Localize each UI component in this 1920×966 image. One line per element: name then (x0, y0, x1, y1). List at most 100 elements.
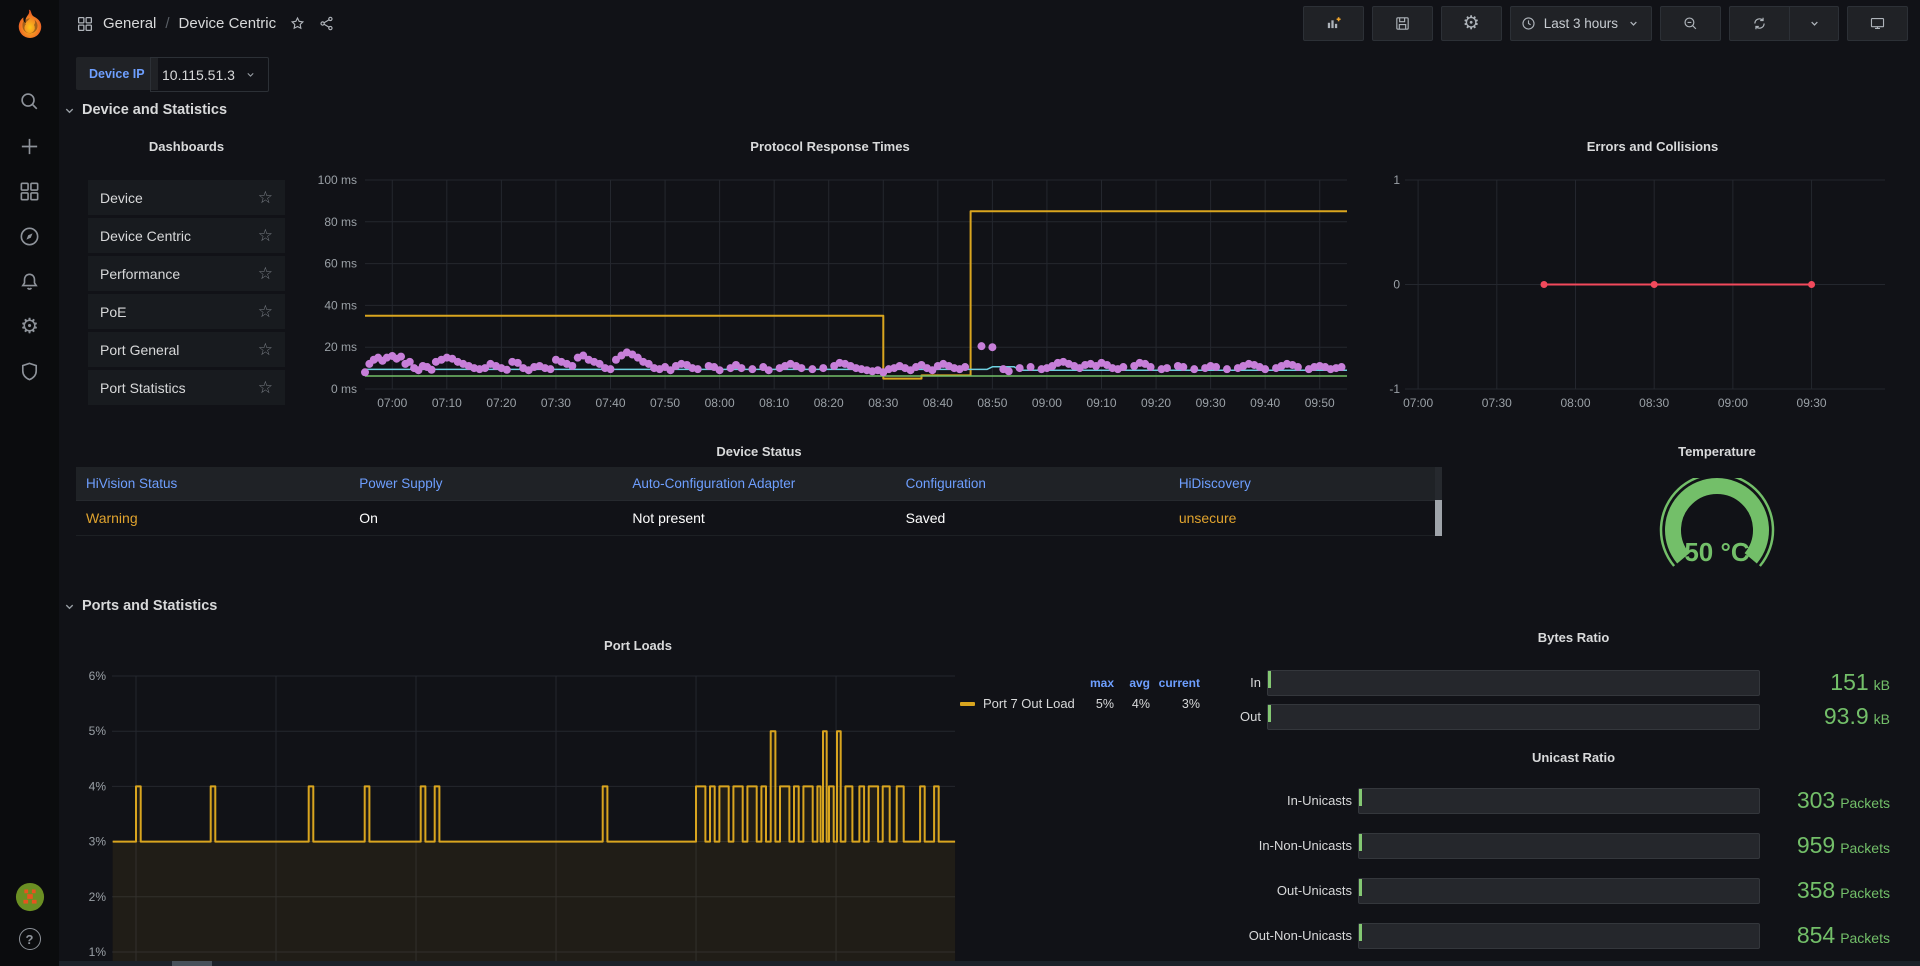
svg-text:09:00: 09:00 (1718, 396, 1748, 410)
time-range-picker[interactable]: Last 3 hours (1509, 6, 1652, 41)
share-icon[interactable] (318, 15, 335, 32)
panel-title-protocol-response-times[interactable]: Protocol Response Times (750, 139, 910, 154)
dashboard-link-poe[interactable]: PoE ☆ (88, 294, 285, 329)
bar-label: Out-Non-Unicasts (1248, 928, 1352, 943)
svg-text:100 ms: 100 ms (318, 173, 357, 187)
search-icon[interactable] (18, 90, 41, 113)
create-plus-icon[interactable] (18, 135, 41, 158)
bar-value: 303 Packets (1796, 787, 1890, 813)
svg-text:08:00: 08:00 (1560, 396, 1590, 410)
panel-title-unicast-ratio[interactable]: Unicast Ratio (1531, 750, 1616, 765)
svg-text:07:50: 07:50 (650, 396, 680, 410)
column-header-hivision-status[interactable]: HiVision Status (86, 476, 178, 491)
dashboard-settings-button[interactable]: ⚙ (1440, 6, 1502, 41)
svg-text:1: 1 (1393, 173, 1400, 187)
refresh-button[interactable] (1729, 6, 1789, 41)
dashboard-link-device[interactable]: Device ☆ (88, 180, 285, 215)
breadcrumb-separator: / (165, 15, 170, 32)
svg-text:20 ms: 20 ms (324, 340, 357, 354)
port-loads-chart[interactable]: 6% 5% 4% 3% 2% 1% (76, 656, 1200, 966)
star-icon[interactable]: ☆ (257, 301, 273, 321)
star-icon[interactable]: ☆ (257, 263, 273, 283)
bar-value: 358 Packets (1796, 877, 1890, 903)
chevron-down-icon (1810, 21, 1818, 26)
save-dashboard-button[interactable] (1371, 6, 1433, 41)
star-icon[interactable] (289, 15, 306, 32)
errors-and-collisions-chart[interactable]: 07:00 07:30 08:00 08:30 09:00 09:30 1 0 -1 (1388, 158, 1910, 425)
breadcrumb-folder[interactable]: General (103, 15, 157, 32)
svg-text:2%: 2% (89, 890, 107, 904)
bar-label: Out-Unicasts (1276, 883, 1352, 898)
bar-gauge-track (1267, 669, 1760, 696)
dashboard-link-performance[interactable]: Performance ☆ (88, 256, 285, 291)
protocol-response-times-chart[interactable]: 07:00 07:10 07:20 07:30 07:40 07:50 08:00 08:10… (300, 158, 1360, 425)
zoom-out-time-button[interactable] (1660, 6, 1721, 41)
bar-label: Out (1240, 709, 1261, 724)
variable-device-ip-label[interactable]: Device IP (76, 57, 158, 90)
chevron-down-icon (1630, 21, 1637, 26)
dashboard-link-label: Device (100, 189, 143, 206)
section-ports-and-statistics[interactable]: Ports and Statistics (64, 598, 217, 614)
explore-compass-icon[interactable] (18, 225, 41, 248)
cell-power-supply: On (359, 510, 378, 526)
breadcrumb: General / Device Centric (76, 15, 335, 33)
sidebar: ⚙ ? (0, 0, 59, 966)
panel-title-errors-and-collisions[interactable]: Errors and Collisions (1586, 139, 1719, 154)
legend-stat-current[interactable]: current (1158, 676, 1200, 690)
panel-title-bytes-ratio[interactable]: Bytes Ratio (1537, 630, 1610, 645)
column-header-configuration[interactable]: Configuration (905, 476, 986, 491)
legend-stat-avg[interactable]: avg (1129, 676, 1150, 690)
cell-auto-configuration-adapter: Not present (632, 510, 705, 526)
kiosk-mode-button[interactable] (1847, 6, 1908, 41)
configuration-gear-icon[interactable]: ⚙ (20, 315, 39, 338)
help-icon[interactable]: ? (18, 928, 41, 950)
bar-label: In-Unicasts (1286, 793, 1352, 808)
bar-gauge-track (1358, 832, 1760, 859)
column-header-hidiscovery[interactable]: HiDiscovery (1178, 476, 1251, 491)
svg-text:07:40: 07:40 (595, 396, 625, 410)
refresh-interval-dropdown[interactable] (1789, 6, 1839, 41)
chevron-down-icon (65, 108, 74, 113)
star-icon[interactable]: ☆ (257, 339, 273, 359)
column-header-power-supply[interactable]: Power Supply (359, 476, 443, 491)
bytes-in-row: In 151 kB (1237, 669, 1890, 696)
dashboards-grid-icon[interactable] (18, 180, 41, 203)
add-panel-button[interactable] (1302, 6, 1364, 41)
bar-value: 854 Packets (1796, 922, 1890, 948)
table-scrollbar-thumb[interactable] (1435, 500, 1442, 536)
alerting-bell-icon[interactable] (18, 270, 41, 293)
dashboard-link-device-centric[interactable]: Device Centric ☆ (88, 218, 285, 253)
device-status-table-row: Warning On Not present Saved unsecure (76, 501, 1442, 536)
variable-device-ip-dropdown[interactable]: 10.115.51.3 (150, 57, 269, 92)
server-admin-shield-icon[interactable] (18, 360, 41, 383)
panel-title-port-loads[interactable]: Port Loads (604, 638, 672, 653)
legend-series-port7-out-load[interactable]: Port 7 Out Load (960, 696, 1078, 711)
out-non-unicasts-row: Out-Non-Unicasts 854 Packets (1237, 922, 1890, 949)
svg-text:60 ms: 60 ms (324, 257, 357, 271)
svg-text:07:30: 07:30 (1482, 396, 1512, 410)
dashboard-link-port-statistics[interactable]: Port Statistics ☆ (88, 370, 285, 405)
panel-title-temperature[interactable]: Temperature (1678, 444, 1756, 459)
column-header-auto-configuration-adapter[interactable]: Auto-Configuration Adapter (632, 476, 796, 491)
svg-text:3%: 3% (89, 835, 107, 849)
bar-gauge-fill (1268, 704, 1271, 722)
panel-title-device-status[interactable]: Device Status (716, 444, 802, 459)
dashboard-link-port-general[interactable]: Port General ☆ (88, 332, 285, 367)
svg-text:1%: 1% (89, 945, 107, 959)
section-device-and-statistics[interactable]: Device and Statistics (64, 102, 227, 118)
user-avatar[interactable] (15, 882, 45, 912)
star-icon[interactable]: ☆ (257, 225, 273, 245)
star-icon[interactable]: ☆ (257, 187, 273, 207)
dashboard-link-label: Device Centric (100, 227, 192, 244)
legend-stat-max[interactable]: max (1089, 676, 1114, 690)
star-icon[interactable]: ☆ (257, 377, 273, 397)
nav-actions: ⚙ Last 3 hours (1302, 6, 1908, 41)
svg-text:08:20: 08:20 (814, 396, 844, 410)
panel-title-dashboards[interactable]: Dashboards (148, 139, 225, 154)
breadcrumb-dashboard[interactable]: Device Centric (178, 15, 277, 32)
horizontal-scrollbar-thumb[interactable] (172, 961, 212, 966)
grafana-logo-icon[interactable] (15, 8, 45, 38)
bar-gauge-track (1358, 787, 1760, 814)
chevron-down-icon (65, 604, 74, 609)
svg-text:09:20: 09:20 (1141, 396, 1171, 410)
